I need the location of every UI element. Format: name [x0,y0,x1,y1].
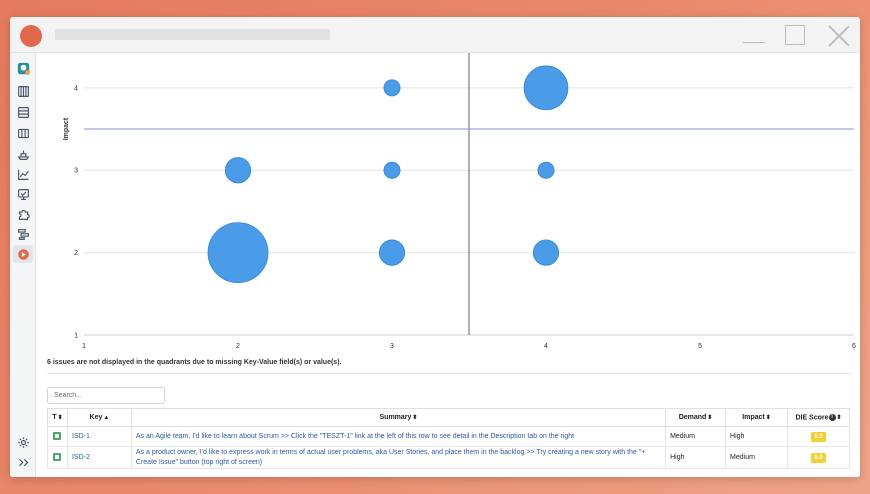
table-row[interactable]: ISD-1 As an Agile team, I'd like to lear… [47,426,851,447]
sort-icon: ⬍ [765,415,771,421]
key-cell: ISD-1 [66,426,132,447]
x-tick-label: 2 [236,343,240,350]
divider [47,373,850,374]
x-tick-label: 3 [390,343,394,350]
story-type-icon [53,431,62,440]
board-icon[interactable] [13,124,33,142]
column-header-summary[interactable]: Summary⬍ [130,408,667,427]
app-icon [20,25,42,47]
x-tick-label: 6 [852,343,856,350]
puzzle-icon[interactable] [13,205,33,223]
app-logo-icon[interactable] [13,59,33,77]
impact-cell: Medium [725,446,788,469]
search-input[interactable] [47,387,165,404]
column-header-type-label: T [52,414,57,421]
score-cell: 5.0 [786,426,851,447]
quadrant-chart: 1234561234DemandImpact [37,53,860,353]
settings-icon[interactable] [13,433,33,451]
column-header-score-label: DIE Score [795,414,829,422]
issues-table: T⬍ Key▲ Summary⬍ Demand⬍ Impact⬍ DIE Sco… [47,408,851,469]
issue-summary-link[interactable]: As a product owner, I'd like to express … [135,448,646,466]
sort-icon: ⬍ [707,415,713,421]
ship-icon[interactable] [13,145,33,163]
maximize-button[interactable] [785,25,805,45]
column-header-key-label: Key [89,414,103,421]
demand-cell: High [665,446,727,469]
summary-cell: As a product owner, I'd like to express … [130,446,667,469]
bubble-point [523,65,569,111]
story-type-icon [53,452,62,461]
column-header-key[interactable]: Key▲ [66,408,132,427]
column-header-demand[interactable]: Demand⬍ [665,408,727,427]
y-tick-label: 1 [74,333,78,340]
missing-issues-note: 6 issues are not displayed in the quadra… [47,359,342,366]
bubble-chart-svg: 1234561234DemandImpact [63,53,856,350]
issue-key-link[interactable]: ISD-1 [71,433,90,440]
y-tick-label: 2 [74,250,78,257]
app-window: 1 2 3 4 5 6 1 2 3 4 Demand Impact 6 issues are not … [10,17,860,477]
column-header-type[interactable]: T⬍ [47,408,68,427]
x-tick-label: 1 [82,343,86,350]
sidebar [10,53,36,477]
bubble-point [532,239,560,266]
column-header-impact-label: Impact [742,414,765,421]
score-badge: 6.0 [811,452,826,463]
bubble-point [207,222,269,284]
column-header-demand-label: Demand [678,414,707,421]
bubble-point [378,239,406,266]
type-cell [47,446,68,469]
demand-cell: Medium [665,426,727,447]
chart-line-icon[interactable] [13,165,33,183]
summary-cell: As an Agile team, I'd like to learn abou… [130,426,667,447]
issue-summary-link[interactable]: As an Agile team, I'd like to learn abou… [135,432,575,440]
sort-icon: ⬍ [412,415,418,421]
bubble-point [224,157,252,184]
y-tick-label: 4 [74,85,78,92]
column-header-summary-label: Summary [379,414,412,421]
stack-icon[interactable] [13,103,33,121]
key-cell: ISD-2 [66,446,132,469]
type-cell [47,426,68,447]
expand-icon[interactable] [13,453,33,471]
y-axis-label: Impact [63,117,70,140]
score-cell: 6.0 [786,446,851,469]
sort-icon: ⬍ [836,415,842,422]
column-header-score[interactable]: DIE Score i ⬍ [786,408,851,427]
bubble-point [383,79,401,97]
sort-icon: ⬍ [57,415,63,421]
y-tick-label: 3 [74,168,78,175]
x-tick-label: 4 [544,343,548,350]
backlog-icon[interactable] [13,82,33,100]
minimize-button[interactable] [743,25,765,47]
issue-key-link[interactable]: ISD-2 [71,454,90,461]
sort-asc-icon: ▲ [103,415,110,421]
column-header-impact[interactable]: Impact⬍ [725,408,788,427]
info-icon[interactable]: i [828,413,836,421]
close-button[interactable] [828,25,850,47]
matrix-app-icon[interactable] [13,245,33,263]
monitor-icon[interactable] [13,185,33,203]
x-tick-label: 5 [698,343,702,350]
title-bar [10,17,860,53]
main-content: 1 2 3 4 5 6 1 2 3 4 Demand Impact 6 issues are not … [37,53,860,477]
roadmap-icon[interactable] [13,225,33,243]
bubble-point [383,161,401,179]
impact-cell: High [725,426,788,447]
bubble-point [537,161,555,179]
score-badge: 5.0 [811,431,826,442]
table-row[interactable]: ISD-2 As a product owner, I'd like to ex… [47,446,851,469]
window-title [55,29,330,40]
